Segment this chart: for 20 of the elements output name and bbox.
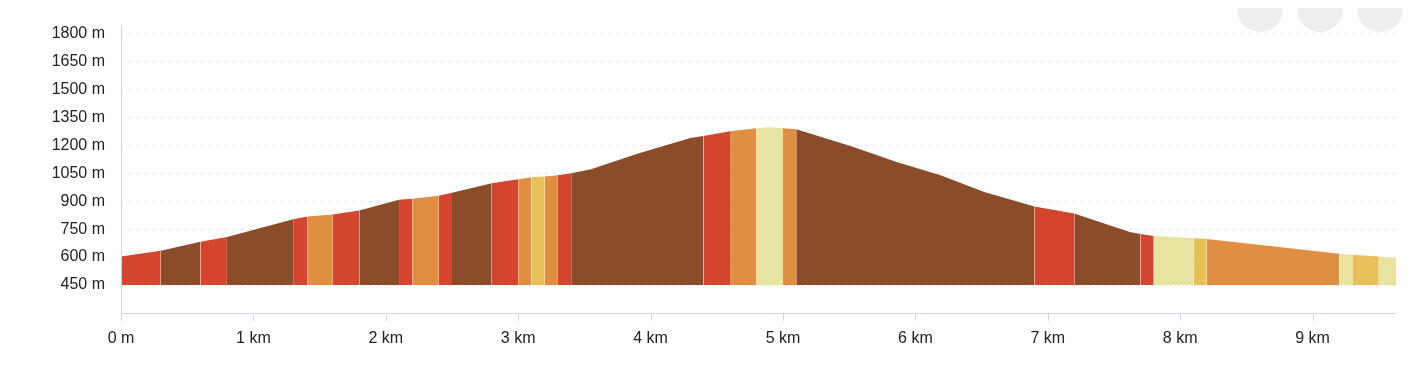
y-tick-label: 600 m (60, 247, 105, 265)
y-tick-label: 1200 m (51, 135, 105, 153)
x-tick-label: 2 km (368, 329, 404, 347)
y-tick-label: 1350 m (51, 107, 105, 125)
y-tick-label: 900 m (60, 191, 105, 209)
y-tick-label: 750 m (60, 219, 105, 237)
y-tick-label: 1800 m (51, 24, 105, 42)
y-tick-label: 1650 m (51, 51, 105, 69)
x-tick-label: 0 m (107, 329, 135, 347)
x-tick-label: 9 km (1295, 329, 1330, 347)
x-tick-label: 7 km (1030, 329, 1066, 347)
x-tick-label: 4 km (633, 329, 668, 347)
x-tick-label: 5 km (765, 329, 801, 347)
x-tick-label: 3 km (500, 329, 536, 347)
x-tick-label: 1 km (236, 329, 271, 347)
x-tick-label: 8 km (1162, 329, 1198, 347)
x-tick-label: 6 km (898, 329, 933, 347)
y-tick-label: 1050 m (51, 163, 105, 181)
y-tick-label: 1500 m (51, 79, 105, 97)
y-tick-label: 450 m (60, 275, 105, 293)
